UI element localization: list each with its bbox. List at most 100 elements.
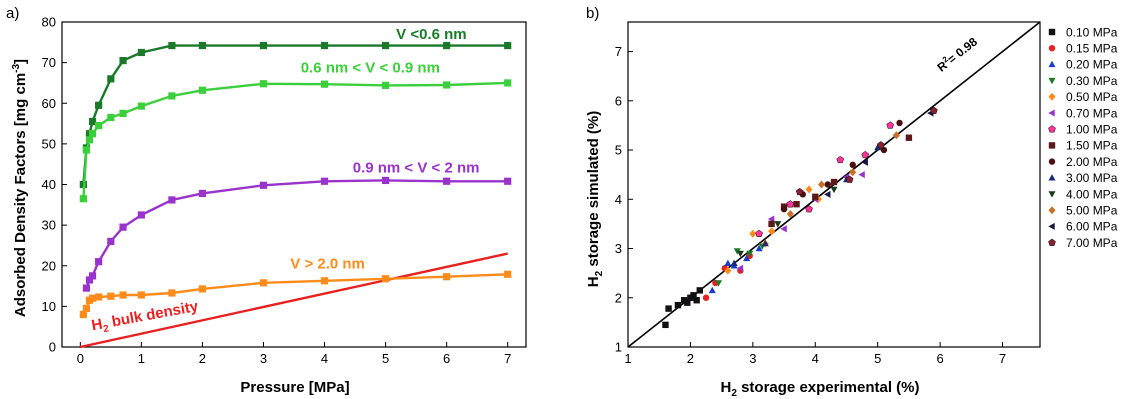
- data-point: [88, 117, 97, 126]
- legend-label: 0.70 MPa: [1066, 106, 1118, 120]
- data-point: [504, 79, 512, 87]
- data-point: [892, 131, 900, 140]
- data-point: [877, 141, 885, 149]
- data-point: [320, 80, 329, 88]
- legend-marker: [1048, 206, 1056, 215]
- data-point: [381, 275, 390, 283]
- data-point: [774, 221, 782, 228]
- legend-marker: [1048, 109, 1055, 117]
- data-point: [861, 158, 868, 166]
- data-point: [836, 155, 845, 164]
- data-point: [85, 136, 94, 144]
- data-point: [684, 299, 691, 306]
- data-point: [504, 177, 512, 185]
- data-point: [761, 239, 769, 247]
- data-point: [693, 297, 700, 304]
- chart-a-y-tick-label: 0: [49, 340, 56, 355]
- data-point: [320, 41, 329, 50]
- legend-label: 0.30 MPa: [1066, 74, 1118, 88]
- data-point: [88, 130, 97, 138]
- chart-a-x-tick-label: 4: [321, 351, 328, 366]
- data-point: [320, 177, 329, 185]
- data-point: [849, 161, 856, 169]
- data-point: [88, 294, 97, 302]
- legend-marker: [1048, 125, 1056, 133]
- chart-a-x-tick-label: 7: [504, 351, 511, 366]
- legend-label: 0.50 MPa: [1066, 90, 1118, 104]
- chart-b-y-tick-label: 1: [615, 340, 622, 355]
- legend-label: 0.15 MPa: [1066, 42, 1118, 56]
- chart-b-x-tick-label: 2: [687, 351, 694, 366]
- data-point: [504, 270, 512, 278]
- data-point: [198, 189, 207, 198]
- chart-a-x-tick-label: 5: [382, 351, 389, 366]
- chart-b-x-tick-label: 1: [624, 351, 631, 366]
- data-point: [736, 264, 744, 272]
- data-point: [793, 200, 800, 208]
- data-point: [930, 106, 938, 114]
- data-point: [137, 102, 145, 110]
- chart-b-x-tick-label: 6: [937, 351, 944, 366]
- chart-b-frame: [627, 21, 1041, 348]
- chart-a-y-axis-label: Adsorbed Density Factors [mg cm-3]: [11, 59, 29, 317]
- data-point: [119, 223, 127, 231]
- data-point: [714, 280, 723, 287]
- chart-b-x-tick-label: 5: [874, 351, 881, 366]
- data-point: [137, 211, 145, 219]
- data-point: [168, 289, 176, 297]
- data-point: [674, 301, 682, 309]
- data-point: [733, 248, 741, 255]
- data-point: [168, 196, 176, 204]
- data-point: [830, 186, 838, 194]
- chart-a-x-axis-label: Pressure [MPa]: [240, 379, 349, 396]
- chart-b: 1 2 3 4 5 6 7 1 2 3 4 5 6 7 R2= 0.98: [615, 21, 1041, 366]
- data-point: [381, 81, 390, 89]
- chart-a-x-tick-label: 2: [199, 351, 206, 366]
- data-point: [198, 285, 207, 293]
- data-point: [849, 168, 857, 177]
- data-point: [886, 121, 894, 129]
- legend-label: 6.00 MPa: [1066, 220, 1118, 234]
- chart-a-y-tick-label: 20: [42, 258, 56, 273]
- legend-marker: [1048, 191, 1056, 198]
- data-point: [259, 41, 268, 50]
- legend-marker: [1048, 92, 1056, 101]
- data-point: [85, 276, 94, 284]
- chart-b-y-tick-label: 5: [615, 143, 622, 158]
- data-point: [724, 259, 732, 267]
- legend-label: 7.00 MPa: [1066, 236, 1118, 250]
- data-point: [812, 193, 819, 201]
- data-point: [880, 146, 888, 154]
- series-label: V > 2.0 nm: [290, 256, 365, 273]
- chart-b-legend: 0.10 MPa 0.15 MPa 0.20 MPa 0.30 MPa 0.50 MPa…: [1048, 25, 1118, 250]
- chart-a-y-tick-label: 60: [42, 96, 56, 111]
- data-point: [107, 75, 115, 83]
- legend-label: 3.00 MPa: [1066, 171, 1118, 185]
- data-point: [443, 273, 451, 281]
- chart-a-y-tick-label: 50: [42, 136, 56, 151]
- chart-b-y-axis-label: H2 storage simulated (%): [585, 111, 605, 287]
- data-point: [824, 190, 831, 198]
- data-point: [504, 41, 512, 50]
- data-point: [107, 292, 115, 300]
- data-point: [805, 185, 813, 194]
- chart-b-x-tick-label: 3: [749, 351, 756, 366]
- r-squared-label: R2= 0.98: [934, 34, 980, 75]
- data-point: [107, 237, 115, 245]
- data-point: [896, 119, 903, 127]
- data-point: [845, 175, 854, 183]
- chart-a-x-tick-label: 1: [138, 351, 145, 366]
- series-label: V <0.6 nm: [396, 26, 466, 43]
- chart-a-y-tick-label: 40: [42, 177, 56, 192]
- data-point: [736, 250, 744, 258]
- data-point: [786, 210, 794, 219]
- data-point: [82, 304, 91, 313]
- data-point: [724, 266, 732, 275]
- data-point: [168, 41, 176, 50]
- data-point: [137, 291, 145, 299]
- panel-b-label: b): [586, 5, 599, 22]
- data-point: [82, 284, 91, 292]
- data-point: [780, 205, 788, 213]
- data-point: [743, 254, 751, 262]
- legend-marker: [1048, 77, 1056, 85]
